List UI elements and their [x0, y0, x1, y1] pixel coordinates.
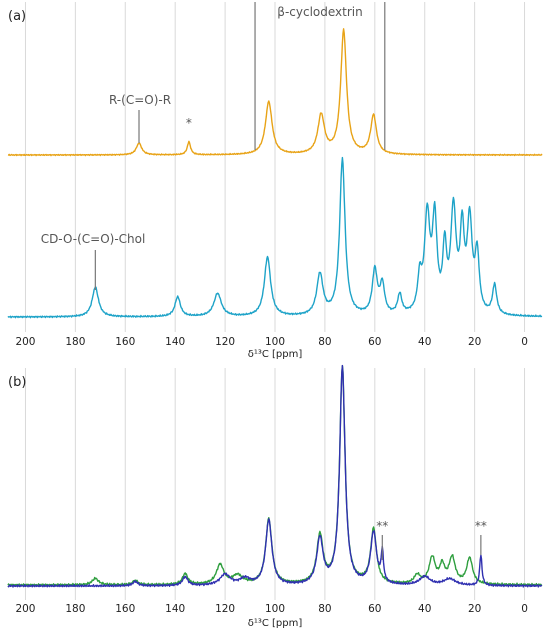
panel-b-grid: [24, 368, 526, 600]
x-tick-label: 40: [418, 336, 431, 348]
double-asterisk-label-57: **: [376, 519, 388, 533]
x-tick-label: 0: [521, 603, 528, 615]
x-tick-label: 100: [265, 603, 285, 615]
spectrum-trace-2: [7, 364, 543, 588]
panel-a-x-ticks: 200 180 160 140 120 100 80 60 40 20 0: [15, 336, 527, 348]
x-tick-label: 180: [65, 603, 85, 615]
x-tick-label: 0: [521, 336, 528, 348]
ester-carbonyl-label: CD-O-(C=O)-Chol: [41, 232, 146, 246]
x-tick-label: 140: [165, 603, 185, 615]
x-tick-label: 20: [468, 603, 481, 615]
beta-cyclodextrin-label: β-cyclodextrin: [277, 5, 362, 19]
panel-a-x-axis-title: δ¹³C [ppm]: [248, 349, 303, 360]
spectrum-trace-2: [7, 156, 543, 319]
double-asterisk-label-17: **: [475, 519, 487, 533]
panel-b-annotations: ** **: [376, 519, 487, 560]
panel-a-grid: [24, 2, 526, 332]
panel-a-series: [7, 28, 543, 319]
panel-a-annotations: β-cyclodextrin R-(C=O)-R * CD-O-(C=O)-Ch…: [41, 2, 386, 290]
x-tick-label: 120: [215, 336, 235, 348]
asterisk-label: *: [186, 116, 192, 130]
x-tick-label: 180: [65, 336, 85, 348]
x-tick-label: 80: [318, 603, 331, 615]
x-tick-label: 100: [265, 336, 285, 348]
panel-b-x-ticks: 200 180 160 140 120 100 80 60 40 20 0: [15, 603, 527, 615]
x-tick-label: 80: [318, 336, 331, 348]
x-tick-label: 20: [468, 336, 481, 348]
panel-b-x-axis-title: δ¹³C [ppm]: [248, 618, 303, 629]
x-tick-label: 200: [15, 603, 35, 615]
x-tick-label: 60: [368, 336, 381, 348]
x-tick-label: 160: [115, 336, 135, 348]
x-tick-label: 200: [15, 336, 35, 348]
ketone-label: R-(C=O)-R: [109, 93, 171, 107]
panel-b-series: [7, 364, 543, 588]
x-tick-label: 60: [368, 603, 381, 615]
x-tick-label: 40: [418, 603, 431, 615]
panel-b-label: (b): [8, 375, 26, 390]
x-tick-label: 160: [115, 603, 135, 615]
panel-a-label: (a): [8, 9, 26, 24]
spectrum-trace-1: [7, 28, 543, 157]
x-tick-label: 140: [165, 336, 185, 348]
x-tick-label: 120: [215, 603, 235, 615]
